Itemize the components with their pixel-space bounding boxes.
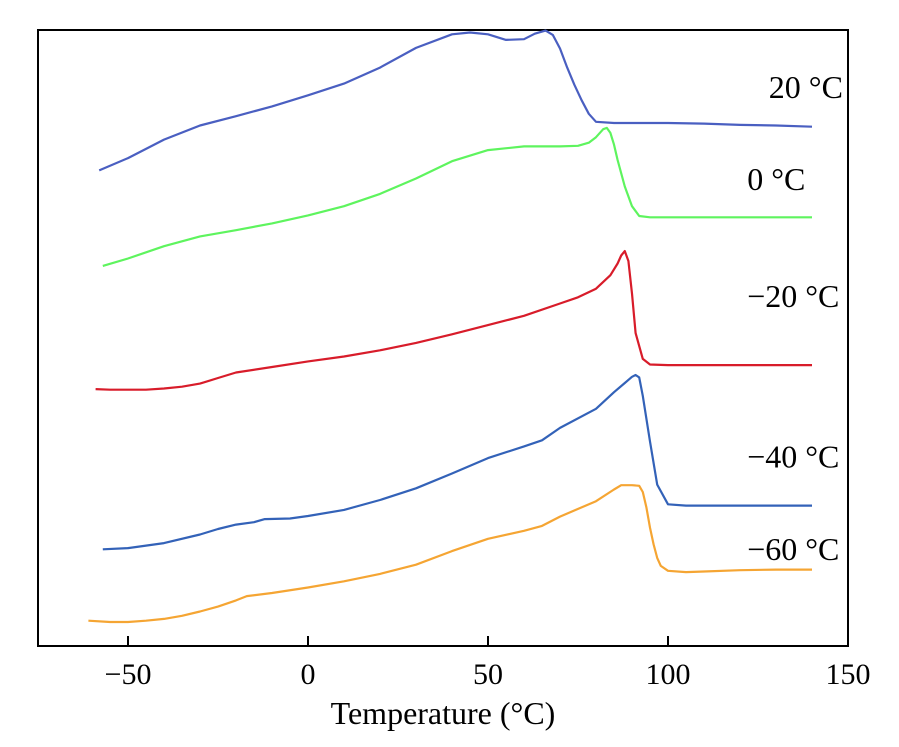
series-line-0 — [98, 29, 813, 172]
series-label-1: 0 °C — [747, 161, 805, 197]
x-tick-label: 0 — [301, 658, 316, 691]
x-tick-label: 100 — [646, 658, 691, 691]
series-label-2: −20 °C — [747, 278, 839, 314]
x-axis-title: Temperature (°C) — [331, 695, 556, 731]
series-layer — [88, 29, 813, 624]
x-tick-label: 150 — [826, 658, 871, 691]
x-axis: −50 0 50 100 150 — [105, 636, 871, 691]
series-line-1 — [102, 126, 812, 267]
series-label-3: −40 °C — [747, 438, 839, 474]
series-line-4 — [88, 484, 812, 624]
series-line-3 — [102, 373, 812, 551]
series-label-4: −60 °C — [747, 531, 839, 567]
series-label-0: 20 °C — [769, 69, 843, 105]
x-tick-label: −50 — [105, 658, 152, 691]
series-line-2 — [95, 250, 812, 391]
series-labels: 20 °C 0 °C −20 °C −40 °C −60 °C — [747, 69, 843, 567]
x-tick-label: 50 — [473, 658, 503, 691]
plot-frame — [37, 29, 849, 647]
